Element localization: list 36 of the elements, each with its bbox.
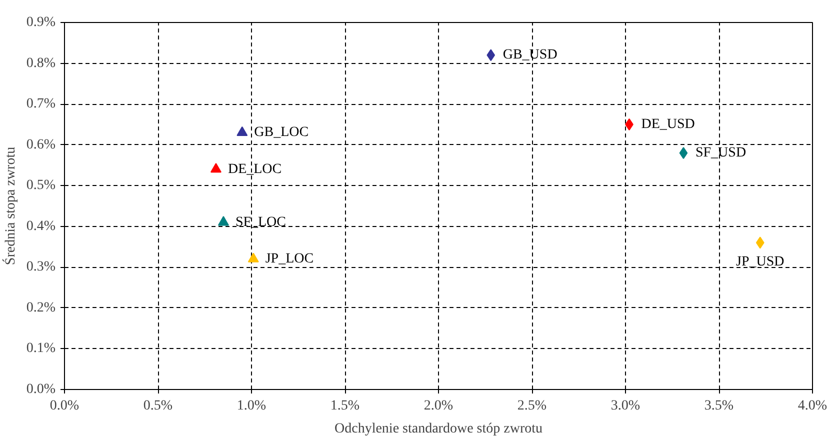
y-tick-label: 0.2% bbox=[26, 300, 56, 316]
x-tick-label: 2.5% bbox=[517, 398, 547, 414]
series-label: SF_LOC bbox=[235, 214, 286, 230]
point bbox=[679, 146, 688, 159]
point bbox=[486, 49, 496, 62]
x-tick-label: 3.5% bbox=[704, 398, 734, 414]
x-tick-label: 4.0% bbox=[798, 398, 828, 414]
y-tick-label: 0.7% bbox=[26, 96, 56, 112]
y-tick-label: 0.9% bbox=[26, 15, 56, 30]
y-tick-label: 0.6% bbox=[26, 137, 56, 152]
series-label: GB_LOC bbox=[254, 125, 309, 140]
y-tick-label: 0.3% bbox=[26, 260, 56, 275]
x-axis-title: Odchylenie standardowe stóp zwrotu bbox=[334, 422, 542, 436]
point bbox=[248, 252, 259, 262]
x-tick-label: 2.0% bbox=[424, 398, 454, 414]
y-tick-label: 0.0% bbox=[26, 382, 56, 397]
point bbox=[236, 126, 248, 136]
x-tick-label: 1.0% bbox=[236, 398, 266, 414]
series-label: JP_LOC bbox=[265, 252, 314, 267]
point bbox=[210, 163, 222, 173]
x-tick-label: 1.5% bbox=[330, 398, 360, 414]
x-tick-label: 0.0% bbox=[50, 398, 80, 414]
y-tick-label: 0.8% bbox=[26, 56, 56, 71]
series-label: DE_USD bbox=[641, 116, 695, 132]
x-tick-label: 0.5% bbox=[143, 398, 173, 414]
series-label: DE_LOC bbox=[228, 162, 282, 177]
y-tick-label: 0.1% bbox=[26, 341, 56, 356]
y-tick-label: 0.4% bbox=[26, 218, 56, 234]
y-tick-label: 0.5% bbox=[26, 178, 56, 194]
point bbox=[218, 216, 229, 226]
y-axis-title: Średnia stopa zwrotu bbox=[1, 146, 18, 266]
x-tick-label: 3.0% bbox=[610, 398, 640, 414]
series-label: SF_USD bbox=[695, 145, 746, 160]
series-label: JP_USD bbox=[736, 254, 784, 270]
point bbox=[756, 236, 764, 249]
series-label: GB_USD bbox=[502, 48, 558, 63]
